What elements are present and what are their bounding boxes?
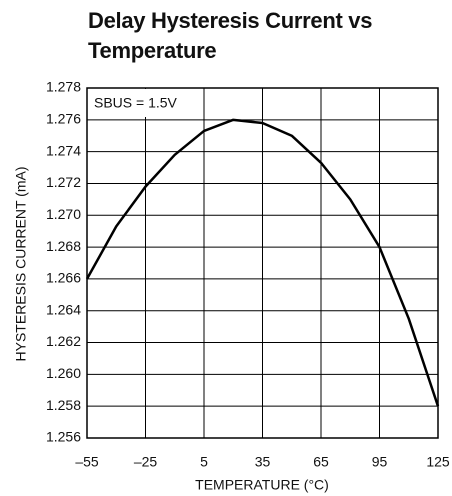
y-tick-label: 1.260 (46, 365, 81, 381)
y-axis-label: HYSTERESIS CURRENT (mA) (13, 167, 29, 362)
y-tick-label: 1.276 (46, 111, 81, 127)
x-tick-label: 125 (426, 454, 450, 470)
y-tick-label: 1.264 (46, 301, 81, 317)
y-tick-label: 1.258 (46, 397, 81, 413)
data-line (85, 118, 440, 407)
annotation-box (88, 89, 184, 117)
x-tick-label: 65 (313, 454, 329, 470)
chart-title: Delay Hysteresis Current vs Temperature (88, 8, 373, 63)
y-tick-label: 1.266 (46, 270, 81, 286)
x-axis-label: TEMPERATURE (°C) (195, 477, 329, 493)
annotation: SBUS = 1.5V (94, 95, 178, 111)
y-tick-label: 1.278 (46, 79, 81, 95)
y-tick-label: 1.272 (46, 174, 81, 190)
x-tick-label: –55 (75, 454, 99, 470)
y-tick-label: 1.274 (46, 142, 81, 158)
y-tick-label: 1.262 (46, 333, 81, 349)
x-tick-label: –25 (134, 454, 158, 470)
y-tick-label: 1.256 (46, 429, 81, 445)
y-tick-label: 1.268 (46, 238, 81, 254)
y-tick-label: 1.270 (46, 206, 81, 222)
x-tick-label: 35 (255, 454, 271, 470)
plot-frame (86, 87, 439, 439)
x-tick-label: 5 (200, 454, 208, 470)
x-tick-label: 95 (372, 454, 388, 470)
